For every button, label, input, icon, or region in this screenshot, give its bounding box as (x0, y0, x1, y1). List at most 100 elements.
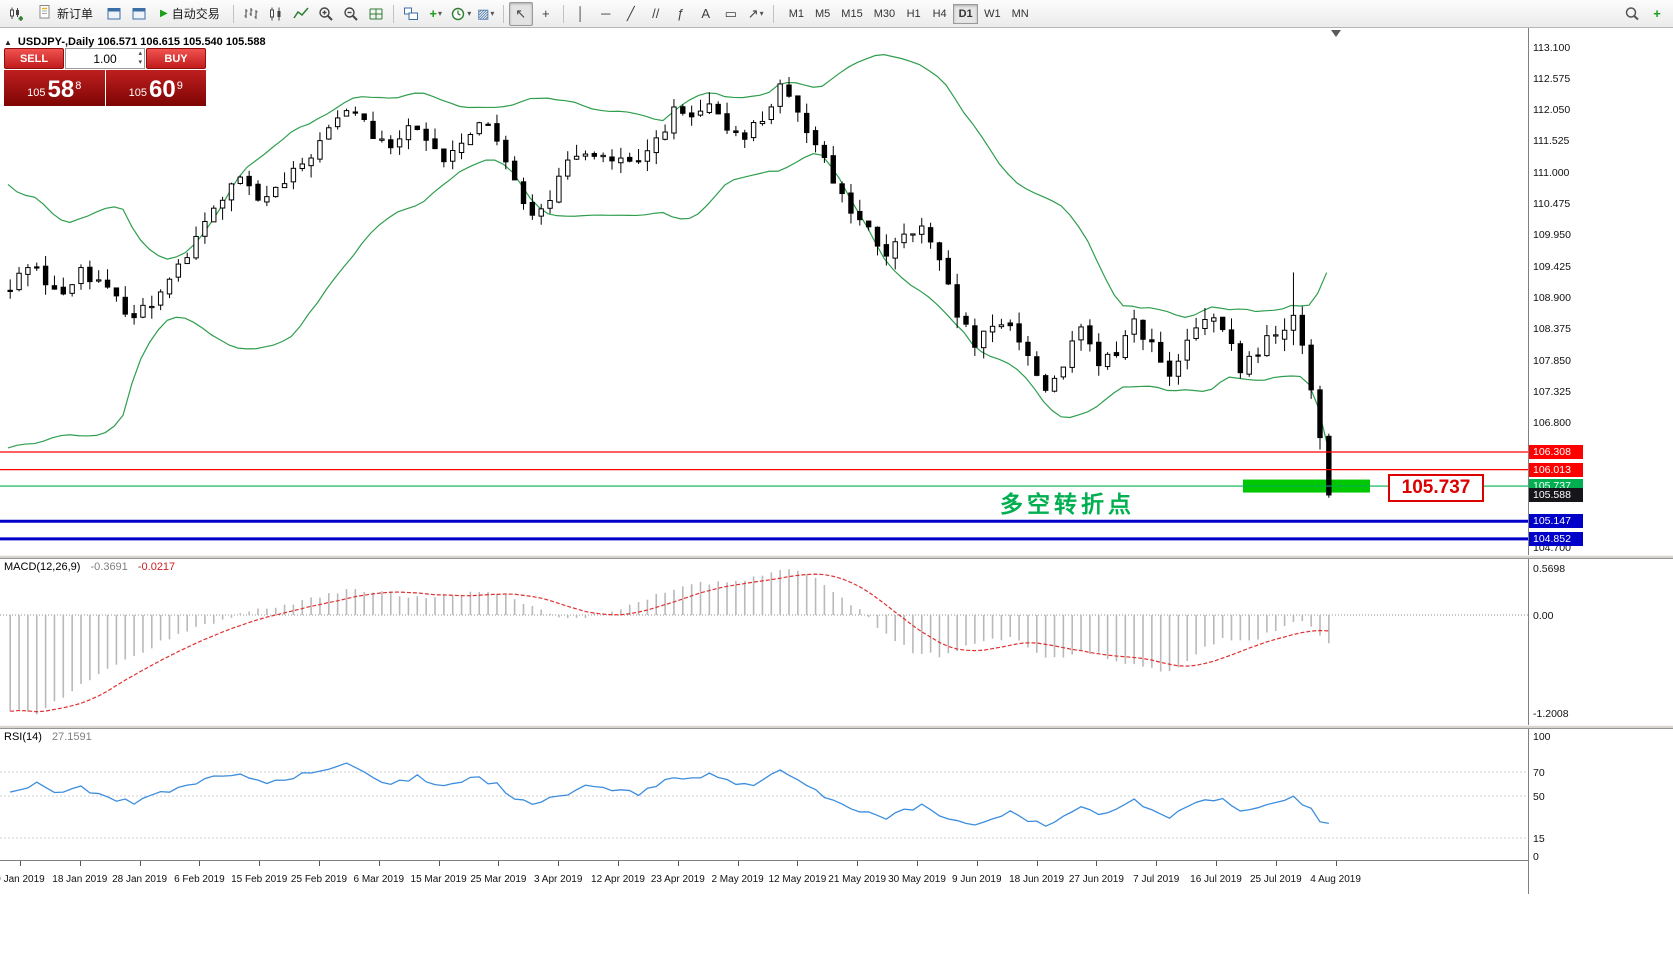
candle-body (166, 278, 173, 295)
panel-splitter[interactable] (0, 725, 1673, 729)
price-tag[interactable]: 105.147 (1529, 514, 1583, 529)
timeframe-h1[interactable]: H1 (901, 4, 926, 24)
panel-splitter[interactable] (0, 555, 1673, 559)
price-tag[interactable]: 104.852 (1529, 531, 1583, 546)
candle-body (927, 227, 934, 243)
price-tag[interactable]: 106.308 (1529, 445, 1583, 459)
macd-panel[interactable]: MACD(12,26,9) -0.3691 -0.0217 (0, 559, 1528, 725)
arrows-icon[interactable]: ↗ ▾ (744, 2, 768, 26)
zoom-out-icon[interactable] (339, 2, 363, 26)
time-tick (1036, 861, 1038, 866)
time-label: 9 Jan 2019 (0, 874, 45, 885)
macd-scale-label: 0.5698 (1533, 562, 1566, 575)
dropdown-caret-icon[interactable]: ▾ (438, 9, 443, 18)
timeframe-d1[interactable]: D1 (953, 3, 979, 24)
candle-body (618, 157, 624, 164)
volume-value: 1.00 (93, 51, 117, 66)
rsi-panel[interactable]: RSI(14) 27.1591 (0, 729, 1528, 860)
timeframe-m5[interactable]: M5 (810, 4, 835, 24)
price-tick-label: 113.100 (1533, 41, 1571, 54)
chart-shift-marker-icon[interactable] (1331, 30, 1341, 37)
horizontal-line-icon-glyph: ─ (601, 6, 611, 21)
cursor-icon[interactable]: ↖ (508, 1, 533, 26)
candle-body (901, 233, 907, 244)
price-chart-canvas[interactable] (0, 28, 1528, 555)
autotrading-button[interactable]: ▶ 自动交易 (152, 3, 228, 25)
candle-body (804, 112, 810, 134)
periods-icon[interactable]: ▾ (449, 2, 473, 26)
bollinger-lower-band (7, 153, 1328, 449)
grid-icon[interactable] (364, 2, 388, 26)
fibonacci-icon[interactable]: ƒ (669, 2, 693, 26)
label-icon[interactable]: ▭ (719, 2, 743, 26)
timeframe-mn[interactable]: MN (1007, 4, 1034, 24)
candle-chart-icon[interactable] (264, 2, 288, 26)
buy-price[interactable]: 105 60 9 (105, 70, 206, 106)
time-label: 6 Mar 2019 (353, 874, 405, 885)
candle-body (954, 284, 960, 318)
market-watch-icon[interactable] (127, 2, 151, 26)
zoom-in-icon[interactable] (314, 2, 338, 26)
dropdown-caret-icon[interactable]: ▾ (759, 9, 764, 18)
price-tag[interactable]: 105.588 (1529, 487, 1583, 502)
horizontal-line-icon[interactable]: ─ (594, 2, 618, 26)
timeframe-h4[interactable]: H4 (927, 4, 952, 24)
templates-icon[interactable]: ▨ ▾ (474, 2, 498, 26)
candle-body (273, 186, 279, 198)
indicators-icon[interactable]: + ▾ (424, 2, 448, 26)
price-tag[interactable]: 106.013 (1529, 462, 1583, 477)
candle-body (1175, 360, 1182, 377)
candle-body (396, 138, 403, 148)
candle-body (706, 103, 713, 113)
timeframe-m15[interactable]: M15 (836, 4, 867, 24)
timeframe-m30[interactable]: M30 (869, 4, 900, 24)
time-label: 30 May 2019 (888, 874, 946, 885)
channel-icon[interactable]: // (644, 2, 668, 26)
buy-button[interactable]: BUY (146, 48, 206, 69)
candle-body (653, 137, 659, 154)
dropdown-caret-icon[interactable]: ▾ (490, 9, 495, 18)
candle-body (919, 225, 925, 235)
level-price-label[interactable]: 105.737 (1388, 474, 1484, 502)
volume-up-icon[interactable]: ▴ (138, 50, 142, 57)
text-icon[interactable]: A (694, 2, 718, 26)
time-tick (1335, 861, 1337, 866)
candle-body (352, 111, 359, 114)
candle-body (724, 113, 730, 131)
price-chart[interactable]: ▲ USDJPY-,Daily 106.571 106.615 105.540 … (0, 28, 1528, 555)
search-icon[interactable] (1620, 2, 1644, 26)
price-axis[interactable]: 113.100 112.575 112.050 111.525 111.000 110.4… (1528, 28, 1673, 894)
candle-body (1104, 353, 1111, 368)
add-chart-icon[interactable]: + (1645, 2, 1669, 26)
candle-body (1184, 339, 1190, 361)
collapse-trade-panel-icon[interactable]: ▲ (4, 37, 12, 47)
profiles-icon[interactable] (102, 2, 126, 26)
new-chart-icon[interactable] (4, 2, 28, 26)
trendline-icon[interactable]: ╱ (619, 2, 643, 26)
candle-body (237, 176, 244, 184)
line-chart-icon[interactable] (289, 2, 313, 26)
candle-body (1025, 341, 1031, 356)
candle-body (520, 181, 527, 205)
volume-input[interactable]: 1.00 ▴ ▾ (65, 48, 145, 69)
vertical-line-icon[interactable]: │ (569, 2, 593, 26)
time-axis[interactable]: 9 Jan 2019 18 Jan 2019 28 Jan 2019 6 Feb 20… (0, 860, 1528, 895)
candle-body (848, 192, 854, 214)
sell-button[interactable]: SELL (4, 48, 64, 69)
time-label: 7 Jul 2019 (1133, 874, 1180, 885)
dropdown-caret-icon[interactable]: ▾ (467, 9, 472, 18)
candle-body (936, 242, 943, 261)
price-tick-label: 112.050 (1533, 104, 1571, 117)
tile-windows-icon[interactable] (399, 2, 423, 26)
timeframe-w1[interactable]: W1 (979, 4, 1006, 24)
time-label: 25 Feb 2019 (290, 874, 348, 885)
sell-price[interactable]: 105 58 8 (4, 70, 105, 106)
volume-down-icon[interactable]: ▾ (138, 59, 142, 66)
new-order-button[interactable]: 新订单 (29, 3, 101, 25)
time-label: 15 Mar 2019 (410, 874, 467, 885)
candle-body (750, 122, 757, 139)
bar-chart-icon[interactable] (239, 2, 263, 26)
timeframe-m1[interactable]: M1 (784, 4, 809, 24)
time-tick (558, 861, 560, 866)
crosshair-icon[interactable]: + (534, 2, 558, 26)
